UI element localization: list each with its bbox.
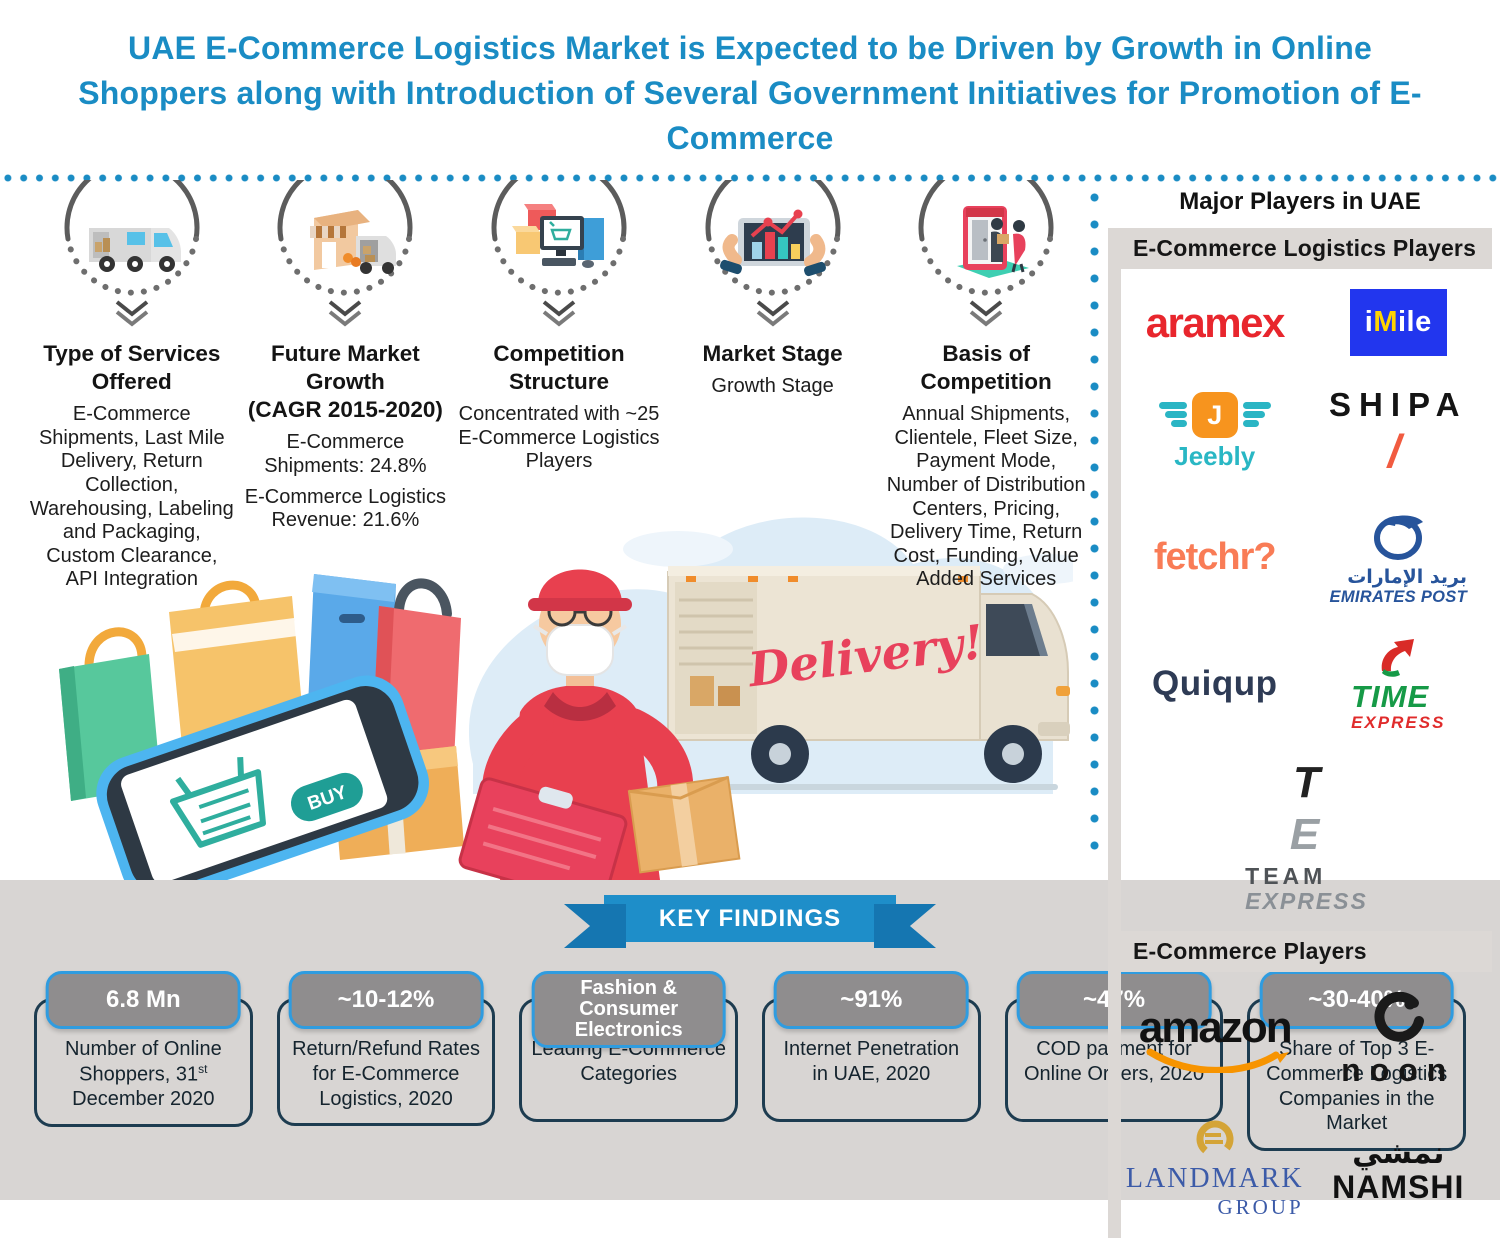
major-players-title: Major Players in UAE (1179, 188, 1421, 215)
jeebly-j-icon: J (1191, 392, 1238, 438)
factor-title: Basis of Competition (920, 341, 1052, 395)
major-players-panel: Major Players in UAE E-Commerce Logistic… (1108, 172, 1492, 1238)
amazon-smile-icon (1146, 1048, 1289, 1074)
factor-type-of-services: Type of Services Offered E-Commerce Ship… (28, 180, 236, 592)
stat-card-return-rates: ~10-12% Return/Refund Rates for E-Commer… (276, 971, 496, 1127)
delivery-man-truck-illustration: Delivery! (458, 517, 1073, 880)
chevron-down-icon (969, 300, 1003, 327)
factor-body: Growth Stage (711, 375, 834, 398)
factor-future-market-growth: Future Market Growth (CAGR 2015-2020) E-… (242, 180, 450, 592)
stat-card-top3-share: ~30-40% Share of Top 3 E-Commerce Logist… (1247, 971, 1467, 1152)
main-content: BUY Delivery! (0, 172, 1500, 1238)
stat-label: Internet Penetration in UAE, 2020 (783, 1038, 960, 1085)
logo-amazon: amazon (1139, 1005, 1293, 1074)
jeebly-right-wing-icon (1242, 402, 1271, 427)
logo-jeebly: J Jeebly (1153, 392, 1277, 472)
logo-time-express: TIME EXPRESS (1351, 637, 1445, 731)
logo-landmark-group: LANDMARK GROUP (1126, 1119, 1304, 1220)
noon-arabic-mark-icon (1374, 992, 1425, 1042)
logistics-players-header: E-Commerce Logistics Players (1121, 228, 1492, 269)
factor-body: E-Commerce Shipments, Last Mile Delivery… (29, 403, 234, 591)
factor-subtitle: (CAGR 2015-2020) (247, 397, 443, 423)
doorstep-delivery-icon (918, 180, 1054, 327)
chevron-down-icon (115, 300, 149, 327)
stat-card-leading-categories: Fashion & Consumer Electronics Leading E… (519, 971, 739, 1122)
jeebly-left-wing-icon (1158, 402, 1187, 427)
key-findings-ribbon: KEY FINDINGS (604, 895, 896, 942)
logo-imile: iMile (1349, 289, 1447, 356)
key-findings-cards: 6.8 Mn Number of Online Shoppers, 31st D… (0, 942, 1500, 1152)
storefront-loading-icon (277, 180, 413, 327)
ecommerce-players-header: E-Commerce Players (1121, 931, 1492, 972)
logo-emirates-post: بريد الإمارات EMIRATES POST (1330, 508, 1467, 607)
header: UAE E-Commerce Logistics Market is Expec… (0, 0, 1500, 183)
factor-title: Market Stage (702, 341, 843, 366)
ecommerce-players-grid: amazon noon (1121, 972, 1492, 1238)
factor-market-stage: Market Stage Growth Stage (669, 180, 877, 592)
factor-title: Type of Services Offered (43, 341, 221, 395)
factor-title: Competition Structure (493, 341, 625, 395)
stat-label: Share of Top 3 E-Commerce Logistics Comp… (1266, 1038, 1448, 1135)
logo-noon: noon (1341, 992, 1455, 1089)
stat-card-internet-penetration: ~91% Internet Penetration in UAE, 2020 (762, 971, 981, 1122)
factor-body: E-Commerce Shipments: 24.8% (264, 431, 427, 477)
emirates-post-bird-icon (1374, 515, 1424, 560)
chevron-down-icon (329, 300, 362, 327)
stat-label: Return/Refund Rates for E-Commerce Logis… (292, 1038, 480, 1110)
logo-namshi: نمشي NAMSHI (1332, 1136, 1465, 1205)
stat-card-online-shoppers: 6.8 Mn Number of Online Shoppers, 31st D… (34, 971, 253, 1128)
factor-basis-of-competition: Basis of Competition Annual Shipments, C… (882, 180, 1090, 592)
logo-quiqup: Quiqup (1152, 664, 1278, 703)
chevron-down-icon (756, 300, 789, 327)
delivery-van-icon (64, 180, 200, 327)
factor-competition-structure: Competition Structure Concentrated with … (455, 180, 663, 592)
logo-team-express: T E TEAM EXPRESS (1245, 758, 1368, 914)
stat-value: ~10-12% (288, 971, 484, 1029)
stat-value: Fashion & Consumer Electronics (531, 971, 727, 1048)
players-panel-body: E-Commerce Logistics Players aramex iMil… (1108, 228, 1492, 1238)
logo-aramex: aramex (1145, 298, 1286, 346)
dotted-divider (0, 174, 1500, 183)
chevron-down-icon (542, 300, 576, 327)
market-factors: Type of Services Offered E-Commerce Ship… (28, 180, 1090, 592)
landmark-emblem-icon (1196, 1120, 1234, 1158)
tablet-analytics-icon (705, 180, 841, 327)
ecommerce-desktop-icon (491, 180, 627, 327)
stat-value: 6.8 Mn (45, 971, 241, 1029)
factor-body: E-Commerce Logistics Revenue: 21.6% (244, 485, 446, 532)
shopping-bags-phone-illustration: BUY (59, 574, 464, 880)
logistics-players-grid: aramex iMile J Jeebly SHIPA / fetchr? (1121, 269, 1492, 931)
factor-title: Future Market Growth (271, 341, 420, 395)
logo-fetchr: fetchr? (1153, 536, 1277, 578)
logo-shipa: SHIPA / (1329, 386, 1468, 477)
factor-body: Annual Shipments, Clientele, Fleet Size,… (886, 403, 1086, 591)
infographic-root: UAE E-Commerce Logistics Market is Expec… (0, 0, 1500, 1200)
time-express-arrow-icon (1381, 639, 1415, 677)
stat-label: Number of Online Shoppers, 31st December… (64, 1038, 222, 1111)
key-findings-label: KEY FINDINGS (658, 904, 842, 932)
vertical-dotted-divider (1090, 184, 1099, 866)
page-title: UAE E-Commerce Logistics Market is Expec… (78, 30, 1422, 156)
factor-body: Concentrated with ~25 E-Commerce Logisti… (458, 403, 660, 473)
stat-value: ~91% (774, 971, 969, 1029)
